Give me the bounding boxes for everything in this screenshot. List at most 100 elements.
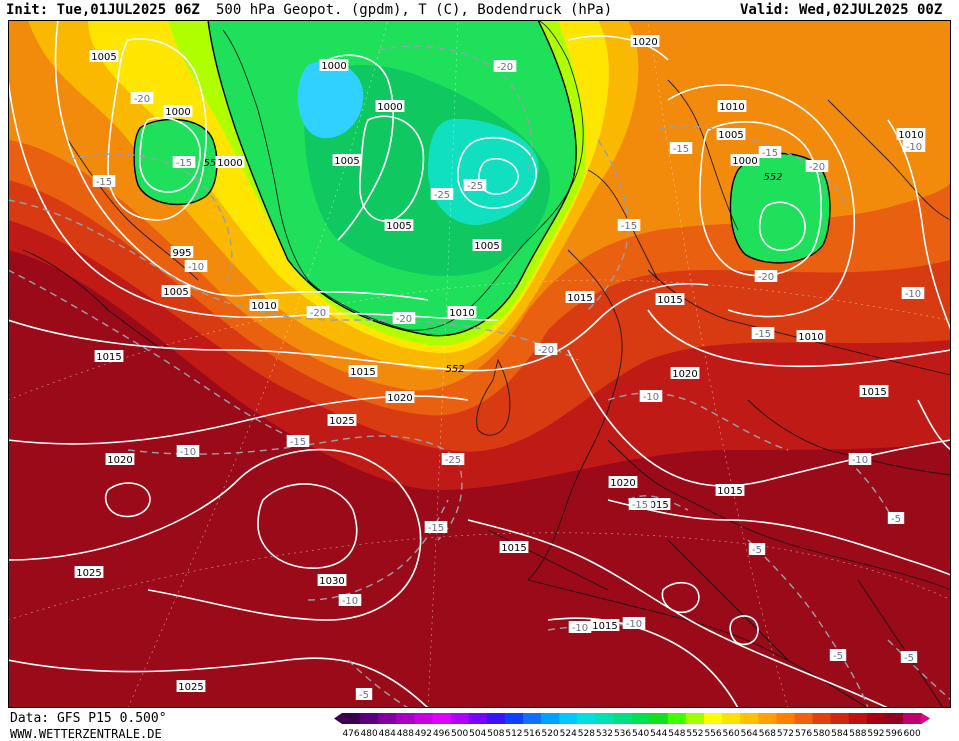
isobar-label-box [859, 385, 889, 397]
temp-label-box [172, 156, 196, 168]
isobar-label-box [655, 293, 685, 305]
isobar-label: 1015 [657, 295, 682, 306]
legend-swatch [468, 713, 488, 724]
legend-tick-label: 516 [523, 729, 540, 739]
field-cyan [428, 119, 539, 226]
map-border [8, 20, 951, 708]
isobar-label: 1005 [474, 241, 499, 252]
isobar-label-box [94, 350, 124, 362]
temp-label-box [430, 188, 454, 200]
isobar-label-box [499, 541, 529, 553]
geopot-labels: 552 552 552 [203, 158, 782, 375]
isobar-label: 1005 [163, 287, 188, 298]
legend-swatch [414, 713, 433, 724]
coastlines [22, 20, 951, 708]
temp-label-box [286, 435, 310, 447]
temp-label-box [901, 287, 925, 299]
legend-tick-label: 596 [885, 729, 902, 739]
legend-tick-label: 580 [813, 729, 830, 739]
legend-swatch [504, 713, 524, 724]
temp-label: -5 [359, 690, 369, 701]
isobar-label-box [375, 100, 405, 112]
temp-label-box [754, 270, 778, 282]
legend-tick-label: 500 [451, 729, 468, 739]
temp-label-box [176, 445, 200, 457]
temp-label-box [424, 521, 448, 533]
isobar-label-box [332, 154, 362, 166]
temp-label: -10 [342, 596, 358, 607]
temperature-labels: -20 -15 -15 -10 -20 -25 -25 -20 -20 -20 -15 -15 -15 -… [92, 60, 926, 701]
temp-label: -15 [96, 177, 112, 188]
temp-label: -25 [445, 455, 461, 466]
legend-tick-label: 592 [867, 729, 884, 739]
legend-tick-label: 492 [415, 729, 432, 739]
isobar-label-box [608, 476, 638, 488]
init-time: Init: Tue,01JUL2025 06Z [6, 2, 200, 18]
isobar-label-box [249, 299, 279, 311]
temp-label-box [758, 146, 782, 158]
legend-swatch [704, 713, 723, 724]
isobar-label: 1025 [178, 682, 203, 693]
legend-swatch [830, 713, 850, 724]
temp-label-box [751, 327, 775, 339]
legend-swatch [885, 713, 904, 724]
isobar-label: 1030 [319, 576, 344, 587]
legend-tick-label: 572 [777, 729, 794, 739]
temp-label-box [130, 92, 154, 104]
legend-swatch [740, 713, 759, 724]
isobar-label-box [730, 154, 760, 166]
legend-tick-label: 532 [596, 729, 613, 739]
temp-label-box [568, 621, 592, 633]
geopot-label: 552 [203, 158, 222, 169]
legend-tick-label: 484 [379, 729, 396, 739]
isobar-label: 1020 [632, 37, 657, 48]
temp-label: -20 [310, 308, 326, 319]
legend-swatch [613, 713, 633, 724]
isobar-label: 1005 [386, 221, 411, 232]
temp-label: -15 [755, 329, 771, 340]
isobar-label-box [796, 330, 826, 342]
legend-tick-label: 588 [849, 729, 866, 739]
isobar-label-box [630, 35, 660, 47]
legend-tick-label: 504 [469, 729, 486, 739]
legend-tick-label: 524 [560, 729, 577, 739]
isobar-label-box [472, 239, 502, 251]
temp-label: -5 [904, 653, 914, 664]
legend-swatch [903, 713, 922, 724]
temp-label-box [392, 312, 416, 324]
isobar-label-box [163, 105, 193, 117]
legend-swatch [396, 713, 415, 724]
geopot-label: 552 [445, 364, 464, 375]
legend-swatch [776, 713, 795, 724]
isobar-label: 1015 [96, 352, 121, 363]
field-green-dark [304, 65, 550, 276]
temp-label-box [887, 512, 905, 524]
data-source: Data: GFS P15 0.500° [10, 711, 167, 726]
legend-swatch [649, 713, 669, 724]
legend-tick-label: 544 [650, 729, 667, 739]
temp-label: -25 [467, 181, 483, 192]
isobar-label-box [385, 391, 415, 403]
isobar-label: 1010 [898, 130, 923, 141]
temp-label-box [92, 175, 116, 187]
isobar-label-box [896, 128, 926, 140]
legend-tick-label: 536 [614, 729, 631, 739]
temp-label-box [306, 306, 330, 318]
isobar-label-box [384, 219, 414, 231]
isobar-label-box [319, 59, 349, 71]
legend-swatch [378, 713, 397, 724]
isobar-label: 1025 [76, 568, 101, 579]
legend-swatch [559, 713, 578, 724]
temp-label-box [900, 651, 918, 663]
isobar-label: 1000 [732, 156, 757, 167]
temp-label: -15 [632, 500, 648, 511]
temp-label: -5 [891, 514, 901, 525]
legend-tick-label: 520 [542, 729, 559, 739]
lat-lon-grid [8, 20, 951, 708]
isobar-label-box [348, 365, 378, 377]
legend-swatch [794, 713, 814, 724]
legend-tick-label: 496 [433, 729, 450, 739]
isobar-label-box [215, 156, 245, 168]
isobar-label: 1015 [643, 500, 668, 511]
